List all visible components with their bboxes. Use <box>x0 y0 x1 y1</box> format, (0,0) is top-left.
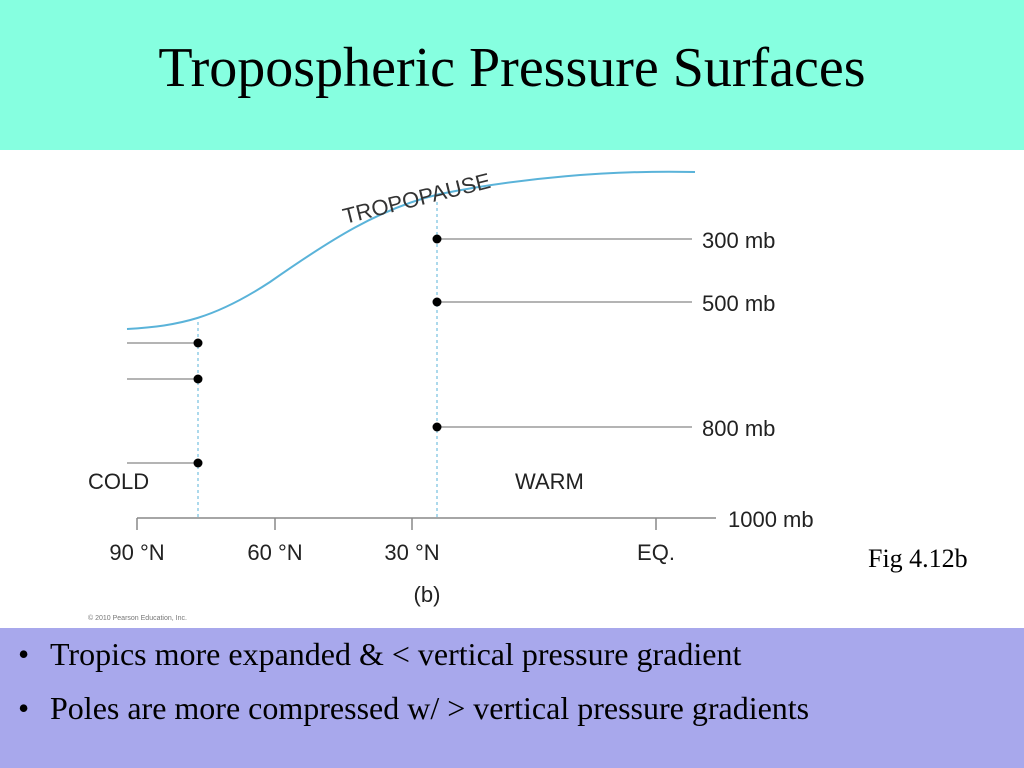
cold-level-dot-300mb <box>193 338 203 348</box>
warm-label: WARM <box>515 469 584 494</box>
title-banner: Tropospheric Pressure Surfaces <box>0 0 1024 150</box>
level-label-500mb: 500 mb <box>702 291 775 316</box>
figure-caption: Fig 4.12b <box>868 544 968 573</box>
bullet-panel: • Tropics more expanded & < vertical pres… <box>0 628 1024 768</box>
cold-label: COLD <box>88 469 149 494</box>
latitude-label-60n: 60 °N <box>247 540 302 565</box>
level-dot-300mb <box>432 234 442 244</box>
tropopause-label: TROPOPAUSE <box>340 168 493 229</box>
bullet-list: • Tropics more expanded & < vertical pres… <box>18 638 809 746</box>
slide-title: Tropospheric Pressure Surfaces <box>158 37 866 99</box>
level-dot-500mb <box>432 297 442 307</box>
latitude-label-90n: 90 °N <box>109 540 164 565</box>
cold-level-dot-500mb <box>193 374 203 384</box>
bullet-marker: • <box>18 636 30 672</box>
latitude-label-30n: 30 °N <box>384 540 439 565</box>
latitude-label-eq: EQ. <box>637 540 675 565</box>
copyright-note: © 2010 Pearson Education, Inc. <box>88 614 187 622</box>
level-label-300mb: 300 mb <box>702 228 775 253</box>
bullet-text: Poles are more compressed w/ > vertical … <box>50 690 810 726</box>
level-dot-800mb <box>432 422 442 432</box>
diagram-svg: TROPOPAUSE 300 mb 500 mb 800 mb COLD WAR… <box>88 168 814 622</box>
cold-level-dot-800mb <box>193 458 203 468</box>
level-label-800mb: 800 mb <box>702 416 775 441</box>
bullet-item: • Poles are more compressed w/ > vertical… <box>18 692 809 724</box>
pressure-surfaces-diagram: TROPOPAUSE 300 mb 500 mb 800 mb COLD WAR… <box>0 150 1024 628</box>
bullet-text: Tropics more expanded & < vertical press… <box>50 636 742 672</box>
bullet-item: • Tropics more expanded & < vertical pres… <box>18 638 809 670</box>
panel-label: (b) <box>414 582 441 607</box>
bullet-marker: • <box>18 690 30 726</box>
surface-level-label: 1000 mb <box>728 507 814 532</box>
tropopause-curve <box>126 170 696 330</box>
